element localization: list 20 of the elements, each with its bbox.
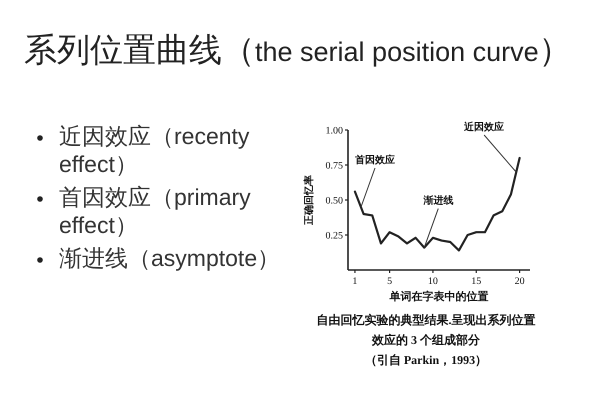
y-tick-label: 0.75 <box>326 160 343 172</box>
x-tick-label: 10 <box>428 276 438 287</box>
chart-title: 系列位置曲线（the serial position curve） <box>24 31 572 68</box>
annotation: 渐进线 <box>422 194 454 207</box>
annotation: 近因效应 <box>463 121 504 133</box>
y-tick-label: 0.50 <box>326 196 343 206</box>
text: 渐进线（asymptote） <box>59 245 280 271</box>
x-tick-label: 5 <box>387 276 392 287</box>
x-tick-label: 1 <box>352 276 358 287</box>
annotation: 首因效应 <box>354 154 395 166</box>
text: 近因效应（recenty effect） <box>59 123 250 177</box>
y-tick-label: 0.25 <box>326 230 343 242</box>
y-tick-label: 1.00 <box>326 126 343 136</box>
x-axis-title: 单词在字表中的位置 <box>388 290 488 303</box>
text: 自由回忆实验的典型结果.呈现出系列位置效应的 3 个组成部分 <box>316 313 536 347</box>
text: （引自 Parkin，1993） <box>364 353 488 367</box>
x-tick-label: 15 <box>471 276 482 287</box>
x-tick-label: 20 <box>514 276 525 287</box>
y-axis-title: 正确回忆率 <box>303 175 315 226</box>
text: 首因效应（primary effect） <box>59 184 252 238</box>
